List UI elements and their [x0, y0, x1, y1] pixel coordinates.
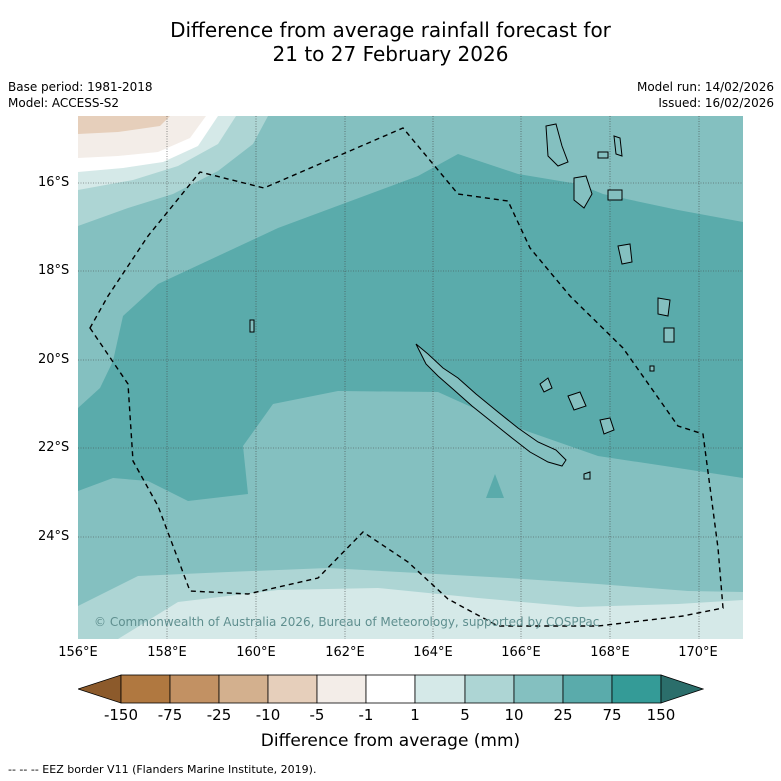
vanuatu-pentecost	[613, 135, 623, 157]
colorbar-seg-dry4	[169, 674, 220, 704]
colorbar-label-minus75: -75	[157, 706, 183, 724]
lat-label-22s: 22°S	[38, 440, 70, 455]
loyalty-island-3	[599, 417, 615, 435]
graticule	[78, 116, 743, 639]
colorbar-wet-extreme	[660, 674, 704, 704]
colorbar	[78, 674, 704, 704]
base-period-text: Base period: 1981-2018	[8, 80, 153, 94]
vanuatu-efate	[617, 243, 633, 265]
colorbar-label-minus150: -150	[103, 706, 139, 724]
region-wet-1-5-south	[118, 588, 743, 639]
lon-label-170e: 170°E	[678, 645, 718, 660]
ile-des-pins	[583, 471, 591, 480]
colorbar-label-150: 150	[646, 706, 676, 724]
colorbar-seg-dry3	[218, 674, 269, 704]
colorbar-label-5: 5	[460, 706, 470, 724]
loyalty-island-2	[567, 391, 587, 411]
vanuatu-espiritu-santo	[545, 123, 569, 167]
vanuatu-malakula	[573, 175, 593, 209]
colorbar-label-1: 1	[410, 706, 420, 724]
colorbar-seg-wet4	[562, 674, 613, 704]
lon-label-158e: 158°E	[147, 645, 187, 660]
lon-label-168e: 168°E	[590, 645, 630, 660]
vanuatu-epi	[607, 189, 623, 201]
colorbar-seg-neutral	[365, 674, 416, 704]
colorbar-label-minus25: -25	[206, 706, 232, 724]
colorbar-title: Difference from average (mm)	[260, 731, 521, 751]
vanuatu-ambrym	[597, 151, 609, 159]
colorbar-seg-dry2	[267, 674, 318, 704]
colorbar-dry-extreme	[78, 674, 122, 704]
chesterfield-reef	[249, 319, 255, 333]
colorbar-seg-wet2	[464, 674, 515, 704]
loyalty-island-1	[539, 377, 553, 393]
land-outlines	[249, 123, 675, 480]
colorbar-seg-dry1	[316, 674, 367, 704]
lat-label-16s: 16°S	[38, 175, 70, 190]
lat-label-20s: 20°S	[38, 352, 70, 367]
title-line-2: 21 to 27 February 2026	[272, 42, 509, 66]
colorbar-label-minus10: -10	[255, 706, 281, 724]
lon-label-160e: 160°E	[236, 645, 276, 660]
colorbar-seg-wet3	[513, 674, 564, 704]
colorbar-label-25: 25	[553, 706, 573, 724]
lon-label-166e: 166°E	[501, 645, 541, 660]
meta-left: Base period: 1981-2018 Model: ACCESS-S2	[8, 79, 153, 111]
meta-right: Model run: 14/02/2026 Issued: 16/02/2026	[637, 79, 774, 111]
eez-border	[89, 127, 724, 627]
colorbar-seg-wet5	[611, 674, 662, 704]
lon-label-156e: 156°E	[58, 645, 98, 660]
model-text: Model: ACCESS-S2	[8, 96, 120, 110]
issued-text: Issued: 16/02/2026	[658, 96, 774, 110]
title-line-1: Difference from average rainfall forecas…	[170, 18, 611, 42]
lon-label-162e: 162°E	[325, 645, 365, 660]
colorbar-label-minus5: -5	[309, 706, 325, 724]
vanuatu-erromango	[657, 297, 671, 317]
lon-label-164e: 164°E	[413, 645, 453, 660]
region-dry-5-10	[78, 116, 170, 134]
matthew-island	[649, 365, 655, 372]
lat-label-24s: 24°S	[38, 529, 70, 544]
region-wet-25-75-island	[486, 474, 504, 498]
map-title: Difference from average rainfall forecas…	[0, 18, 781, 66]
copyright-text: © Commonwealth of Australia 2026, Bureau…	[94, 615, 599, 629]
eez-footer-note: -- -- -- EEZ border V11 (Flanders Marine…	[8, 763, 317, 776]
new-caledonia	[415, 343, 567, 467]
model-run-text: Model run: 14/02/2026	[636, 80, 774, 94]
colorbar-label-10: 10	[504, 706, 524, 724]
rainfall-anomaly-map: © Commonwealth of Australia 2026, Bureau…	[78, 116, 743, 639]
region-wet-25-75	[78, 154, 743, 501]
vanuatu-tanna	[663, 327, 675, 343]
colorbar-seg-dry5	[120, 674, 171, 704]
colorbar-seg-wet1	[414, 674, 466, 704]
lat-label-18s: 18°S	[38, 263, 70, 278]
colorbar-label-minus1: -1	[358, 706, 374, 724]
colorbar-label-75: 75	[602, 706, 622, 724]
